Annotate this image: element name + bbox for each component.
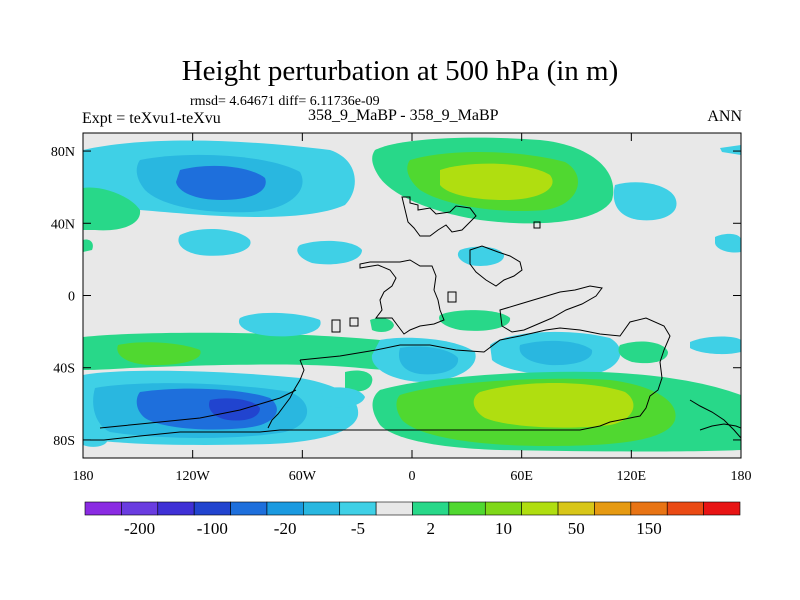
- colorbar-label: -5: [351, 519, 365, 538]
- colorbar-box: [375, 501, 413, 516]
- anomaly-neg-south-edge-small: [83, 424, 109, 447]
- colorbar-label: -100: [197, 519, 228, 538]
- colorbar-box: [266, 501, 304, 516]
- coastline-andes: [267, 359, 305, 429]
- anomaly-neg-north-pacific-core: [176, 165, 266, 200]
- anomaly-pos-south-indian-core: [473, 383, 634, 428]
- case-label: 358_9_MaBP - 358_9_MaBP: [308, 107, 499, 124]
- colorbar-label: 50: [568, 519, 585, 538]
- anomaly-neg-south-atlantic-core: [398, 346, 459, 375]
- anomaly-pos-atlantic-west: [83, 187, 141, 231]
- colorbar-label: -20: [274, 519, 297, 538]
- colorbar-box: [666, 501, 704, 516]
- colorbar-box: [448, 501, 486, 516]
- colorbar-boxes: [84, 501, 741, 516]
- coastline-east: [689, 399, 741, 439]
- colorbar-label: 2: [426, 519, 435, 538]
- coastline-small-islands: [331, 221, 541, 333]
- colorbar-label: 150: [636, 519, 662, 538]
- latitude-axis: 80N 40N 0 40S 80S: [51, 145, 741, 449]
- anomaly-neg-north-blob-e: [715, 233, 741, 253]
- colorbar-box: [193, 501, 231, 516]
- colorbar-box: [557, 501, 595, 516]
- lon-tick-label: 180: [73, 469, 94, 484]
- anomaly-neg-north-blob-c: [457, 246, 505, 266]
- coastline-europe: [401, 196, 477, 237]
- colorbar-box: [412, 501, 450, 516]
- anomaly-pos-south-atl-small: [439, 310, 511, 331]
- coastline-africa-arabia: [359, 259, 445, 335]
- colorbar-box: [630, 501, 668, 516]
- anomaly-neg-east-arctic: [720, 145, 741, 155]
- colorbar-box: [121, 501, 159, 516]
- colorbar-box: [594, 501, 632, 516]
- anomaly-pos-south-small: [370, 317, 394, 333]
- lon-tick-label: 120E: [617, 469, 647, 484]
- lat-tick-label: 40N: [51, 217, 75, 232]
- anomaly-pos-west-blob: [83, 239, 93, 252]
- anomaly-pos-south-east-b: [618, 341, 668, 364]
- coastline: [90, 196, 741, 441]
- colorbar-box: [339, 501, 377, 516]
- coastline-india: [469, 245, 523, 287]
- anomaly-neg-north-blob-d: [613, 182, 677, 221]
- colorbar-box: [703, 501, 741, 516]
- lat-tick-label: 40S: [53, 362, 75, 377]
- colorbar-box: [484, 501, 522, 516]
- colorbar-labels: -200 -100 -20 -5 2 10 50 150: [124, 519, 662, 538]
- coastline-se-asia: [499, 285, 603, 333]
- experiment-label: Expt = teXvu1-teXvu: [82, 110, 221, 127]
- anomaly-pos-south-pacific-mid: [117, 342, 201, 366]
- lon-tick-label: 120W: [176, 469, 211, 484]
- colorbar-label: 10: [495, 519, 512, 538]
- anomaly-neg-south-east-a: [690, 336, 741, 355]
- anomaly-pos-eurasia-core: [440, 163, 553, 200]
- lon-tick-label: 60W: [289, 469, 317, 484]
- longitude-axis: 180 120W 60W 0 60E 120E 180: [73, 133, 752, 484]
- colorbar-box: [303, 501, 341, 516]
- colorbar-box: [521, 501, 559, 516]
- anomaly-neg-south-indian-core: [519, 340, 593, 366]
- anomaly-neg-north-blob-a: [178, 228, 251, 256]
- colorbar-box: [157, 501, 195, 516]
- anomaly-neg-south-west-a: [238, 312, 321, 337]
- coastline-south-block: [90, 317, 671, 441]
- season-label: ANN: [707, 108, 742, 125]
- colorbar-box: [230, 501, 268, 516]
- anomaly-neg-south-atl-small-b: [320, 387, 365, 408]
- anomaly-neg-south-pacific-center: [209, 398, 260, 421]
- anomaly-neg-north-blob-b: [297, 240, 362, 265]
- contour-field: [83, 137, 741, 452]
- lat-tick-label: 80S: [53, 434, 75, 449]
- rmsd-stats: rmsd= 4.64671 diff= 6.11736e-09: [190, 94, 380, 109]
- colorbar-box: [84, 501, 122, 516]
- lon-tick-label: 180: [731, 469, 752, 484]
- anomaly-pos-south-small-b: [345, 370, 373, 392]
- colorbar-label: -200: [124, 519, 155, 538]
- coastline-east-b: [699, 423, 741, 431]
- lat-tick-label: 0: [68, 290, 75, 305]
- lon-tick-label: 0: [409, 469, 416, 484]
- lat-tick-label: 80N: [51, 145, 75, 160]
- coastline-antarctic-west: [99, 389, 297, 429]
- map-title: Height perturbation at 500 hPa (in m): [181, 55, 619, 87]
- lon-tick-label: 60E: [510, 469, 533, 484]
